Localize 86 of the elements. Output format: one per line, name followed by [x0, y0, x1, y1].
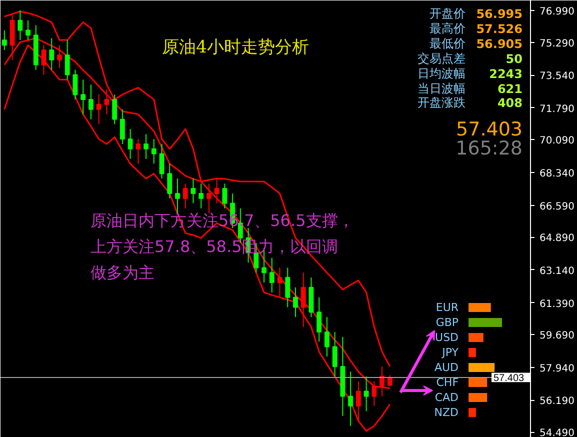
candlestick — [214, 178, 220, 204]
candlestick — [104, 89, 110, 115]
candlestick — [18, 10, 23, 41]
candlestick — [285, 267, 290, 308]
candlestick — [175, 178, 180, 214]
candlestick — [324, 316, 330, 358]
candlestick — [269, 257, 274, 293]
bar — [468, 318, 502, 327]
candlestick — [151, 138, 156, 164]
candlestick — [198, 183, 204, 209]
y-tick-label: 54.490 — [540, 428, 574, 437]
bar — [468, 393, 488, 402]
candlestick — [332, 332, 338, 377]
candlestick — [159, 144, 164, 180]
text: 开盘价 — [430, 6, 466, 20]
text: 56.905 — [476, 37, 523, 51]
text: 原油4小时走势分析 — [162, 38, 309, 58]
text: 2243 — [489, 67, 523, 81]
y-tick-label: EUR — [436, 301, 459, 314]
text: 最高价 — [430, 22, 466, 36]
text: 日均波幅 — [418, 66, 466, 80]
text: 57.403 — [456, 118, 523, 140]
candlestick — [72, 69, 78, 100]
y-tick-label: CHF — [436, 376, 459, 389]
bar — [468, 363, 495, 372]
y-tick-label: 76.990 — [540, 6, 574, 18]
ref-line-label: 57.403 — [494, 372, 525, 384]
y-tick-label: 59.690 — [540, 330, 574, 342]
y-tick-label: 75.290 — [540, 38, 574, 50]
text: 50 — [506, 52, 523, 66]
bar — [468, 303, 491, 312]
y-tick-label: 68.340 — [540, 168, 574, 180]
candlestick — [182, 183, 188, 209]
y-tick-label: 57.940 — [540, 363, 574, 374]
candlestick — [2, 30, 7, 50]
y-tick-label: NZD — [434, 406, 459, 419]
y-tick-label: 64.890 — [540, 233, 574, 244]
candlestick — [120, 108, 125, 145]
candlestick — [136, 138, 141, 164]
y-tick-label: 66.590 — [540, 201, 574, 212]
candlestick — [128, 128, 133, 160]
candlestick — [300, 272, 306, 328]
candlestick — [167, 163, 172, 199]
candlestick — [277, 267, 282, 298]
text: 56.995 — [476, 7, 523, 21]
annotation: 做多为主 — [90, 263, 154, 282]
text: 57.526 — [476, 22, 523, 36]
candlestick — [96, 94, 102, 125]
candlestick — [206, 183, 212, 214]
candlestick — [112, 94, 118, 125]
bar — [468, 408, 476, 417]
y-tick-label: GBP — [436, 316, 459, 329]
candlestick — [80, 79, 86, 115]
text: 开盘涨跌 — [418, 96, 466, 110]
candlestick — [293, 286, 298, 318]
y-tick-label: JPY — [441, 346, 459, 359]
candlestick — [348, 371, 354, 426]
y-tick-label: 70.090 — [540, 136, 574, 147]
candlestick — [49, 38, 54, 70]
candlestick — [64, 40, 70, 80]
y-tick-label: CAD — [434, 391, 459, 404]
bar — [468, 348, 476, 357]
y-tick-label: USD — [435, 331, 459, 344]
y-tick-label: 71.790 — [540, 104, 574, 115]
y-tick-label: 61.390 — [540, 298, 574, 310]
text: 408 — [497, 96, 523, 110]
candlestick — [222, 183, 228, 209]
bar — [468, 333, 484, 342]
candlestick — [364, 376, 369, 412]
text: 交易点差 — [418, 52, 466, 66]
text: 621 — [497, 82, 523, 96]
y-tick-label: 73.540 — [540, 71, 574, 82]
candlestick — [356, 380, 361, 422]
bar — [468, 378, 488, 387]
candlestick — [190, 178, 196, 204]
candlestick — [316, 296, 322, 342]
candlestick — [57, 44, 62, 68]
text: 当日波幅 — [418, 82, 466, 96]
candlestick — [26, 20, 30, 41]
y-tick-label: AUD — [434, 361, 459, 374]
y-tick-label: 56.190 — [540, 396, 574, 408]
text: 165:28 — [456, 138, 522, 160]
text: 最低价 — [430, 36, 466, 50]
y-tick-label: 63.140 — [540, 266, 574, 277]
candlestick — [144, 134, 148, 160]
candlestick — [88, 84, 94, 120]
